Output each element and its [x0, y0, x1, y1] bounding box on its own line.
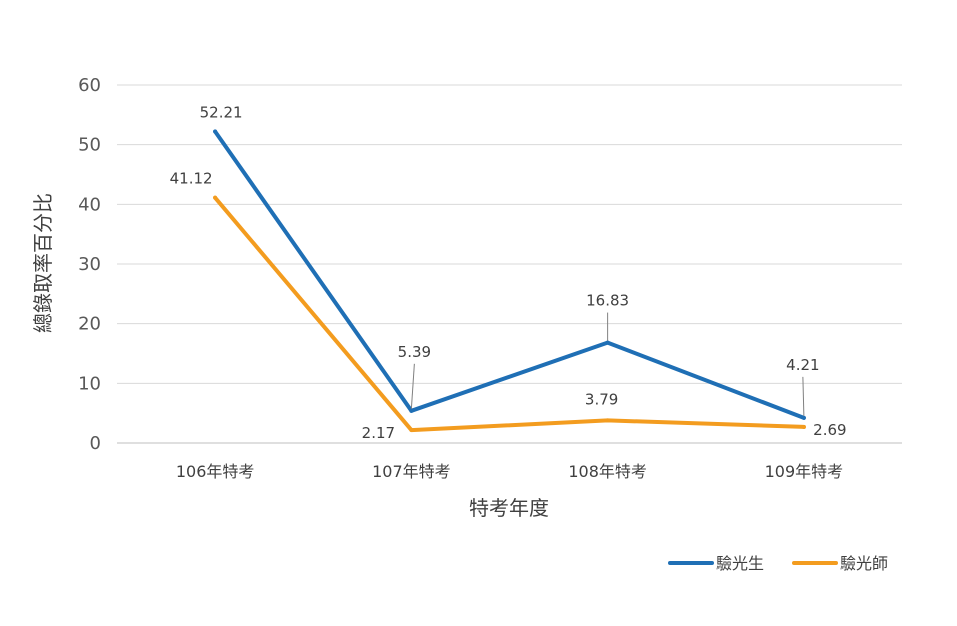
data-point	[213, 129, 218, 134]
data-label: 16.83	[586, 292, 629, 310]
gridlines	[117, 84, 902, 444]
legend-label: 驗光生	[716, 554, 764, 573]
x-tick-label: 106年特考	[176, 462, 255, 481]
data-point	[409, 428, 414, 433]
data-label: 3.79	[585, 390, 618, 408]
data-label: 5.39	[398, 343, 431, 361]
data-label: 41.12	[170, 170, 213, 188]
y-axis-title: 總錄取率百分比	[31, 193, 55, 333]
y-tick-label: 40	[78, 194, 101, 215]
data-point	[213, 195, 218, 200]
x-tick-label: 107年特考	[372, 462, 451, 481]
series-lines	[213, 129, 806, 433]
x-axis-title: 特考年度	[469, 496, 549, 520]
y-tick-label: 0	[90, 433, 101, 454]
x-tick-label: 108年特考	[568, 462, 647, 481]
data-label: 2.17	[362, 424, 395, 442]
y-axis-ticks: 0 10 20 30 40 50 60	[78, 75, 101, 454]
x-tick-label: 109年特考	[765, 462, 844, 481]
data-labels: 52.21 5.39 16.83 4.21 41.12 2.17 3.79 2.69	[170, 103, 847, 442]
label-leader-line	[802, 376, 805, 416]
data-point	[605, 418, 610, 423]
y-tick-label: 50	[78, 135, 101, 156]
data-label: 2.69	[813, 421, 846, 439]
y-tick-label: 20	[78, 314, 101, 335]
data-point	[801, 415, 806, 420]
data-point	[409, 408, 414, 413]
x-axis-ticks: 106年特考 107年特考 108年特考 109年特考	[176, 462, 843, 481]
y-tick-label: 60	[78, 75, 101, 96]
legend-label: 驗光師	[840, 554, 888, 573]
label-leader-line	[410, 363, 415, 409]
y-tick-label: 30	[78, 254, 101, 275]
series-line	[213, 195, 806, 433]
data-label: 52.21	[200, 103, 243, 121]
y-tick-label: 10	[78, 373, 101, 394]
series-line	[213, 129, 806, 420]
data-label: 4.21	[786, 356, 819, 374]
data-point	[801, 424, 806, 429]
data-point	[605, 340, 610, 345]
legend: 驗光生 驗光師	[668, 554, 888, 573]
